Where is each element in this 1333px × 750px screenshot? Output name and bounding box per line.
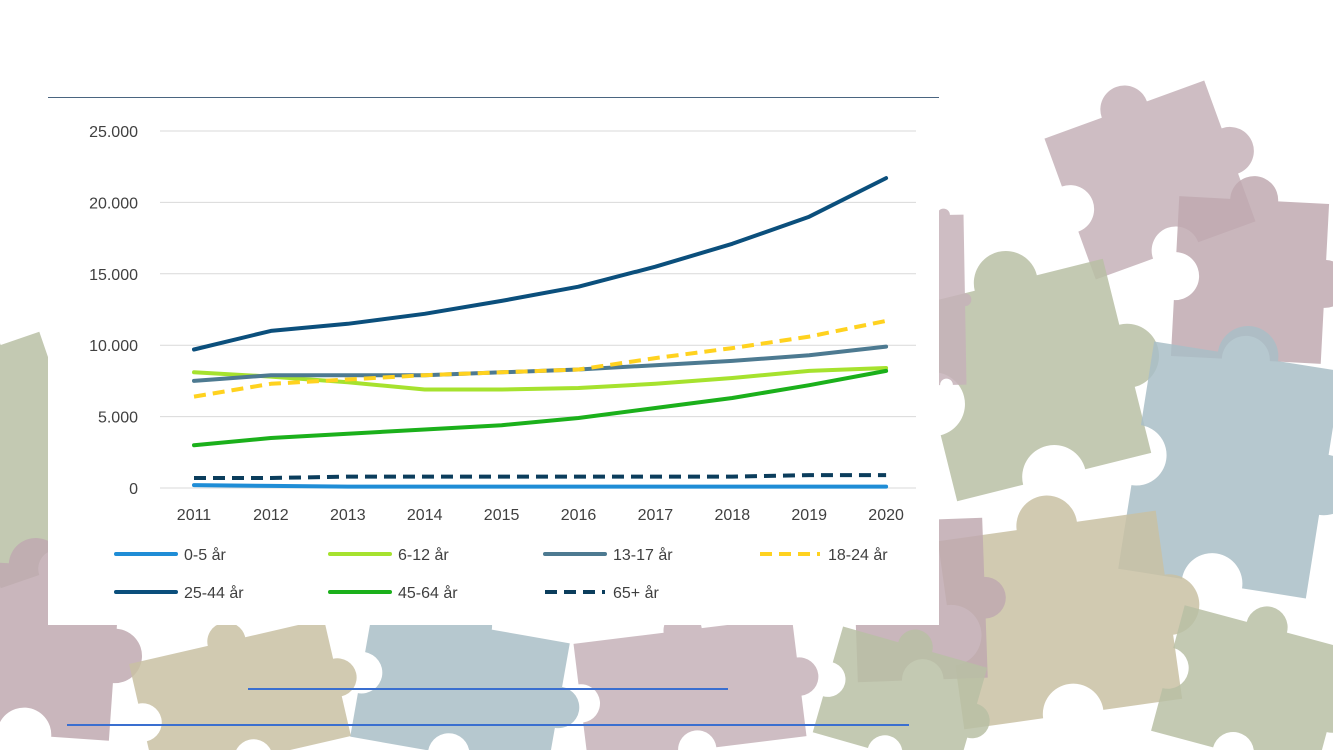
x-tick-label: 2013 bbox=[330, 507, 366, 524]
legend-item: 0-5 år bbox=[114, 546, 226, 564]
y-tick-label: 15.000 bbox=[89, 267, 138, 284]
line-chart: 0 5.000 10.000 15.000 20.000 25.000 2011 2012 20… bbox=[89, 124, 916, 602]
puzzle-piece bbox=[1118, 326, 1333, 599]
footer-rule-long bbox=[67, 724, 909, 726]
legend-item: 25-44 år bbox=[114, 584, 244, 602]
y-tick-label: 20.000 bbox=[89, 195, 138, 212]
legend-label: 18-24 år bbox=[828, 546, 888, 564]
puzzle-piece bbox=[937, 495, 1200, 730]
top-divider bbox=[48, 97, 939, 98]
puzzle-piece bbox=[129, 619, 357, 750]
x-tick-label: 2018 bbox=[715, 507, 751, 524]
legend-label: 0-5 år bbox=[184, 546, 226, 564]
chart-panel: 0 5.000 10.000 15.000 20.000 25.000 2011 2012 20… bbox=[48, 98, 939, 625]
footer-rule-short bbox=[248, 688, 728, 690]
legend-label: 65+ år bbox=[613, 584, 659, 602]
series-line-13-17-r bbox=[192, 344, 889, 383]
legend-item: 45-64 år bbox=[328, 584, 458, 602]
series-line-6-12-r bbox=[192, 366, 889, 392]
x-tick-label: 2011 bbox=[177, 507, 212, 524]
series-line-45-64-r bbox=[192, 368, 889, 448]
x-tick-label: 2015 bbox=[484, 507, 520, 524]
x-tick-label: 2012 bbox=[253, 507, 289, 524]
legend-item: 6-12 år bbox=[328, 546, 449, 564]
x-tick-label: 2014 bbox=[407, 507, 443, 524]
x-tick-label: 2020 bbox=[868, 507, 904, 524]
legend-label: 45-64 år bbox=[398, 584, 458, 602]
legend-item: 18-24 år bbox=[760, 546, 888, 564]
y-tick-label: 25.000 bbox=[89, 124, 138, 141]
legend-item: 13-17 år bbox=[543, 546, 673, 564]
legend-label: 6-12 år bbox=[398, 546, 449, 564]
legend-item: 65+ år bbox=[545, 584, 659, 602]
y-tick-label: 5.000 bbox=[98, 410, 138, 427]
y-tick-label: 10.000 bbox=[89, 338, 138, 355]
x-tick-label: 2019 bbox=[791, 507, 827, 524]
legend-label: 13-17 år bbox=[613, 546, 673, 564]
legend-label: 25-44 år bbox=[184, 584, 244, 602]
puzzle-piece bbox=[1170, 176, 1333, 364]
puzzle-piece bbox=[812, 626, 990, 750]
series-line-25-44-r bbox=[192, 176, 889, 352]
x-tick-label: 2017 bbox=[638, 507, 674, 524]
series-line-18-24-r bbox=[193, 318, 887, 399]
puzzle-piece bbox=[1151, 605, 1333, 750]
y-tick-label: 0 bbox=[129, 481, 138, 498]
series-line-65+-r bbox=[194, 473, 887, 480]
series-line-0-5-r bbox=[192, 483, 889, 489]
puzzle-piece bbox=[908, 250, 1160, 502]
x-tick-label: 2016 bbox=[561, 507, 597, 524]
